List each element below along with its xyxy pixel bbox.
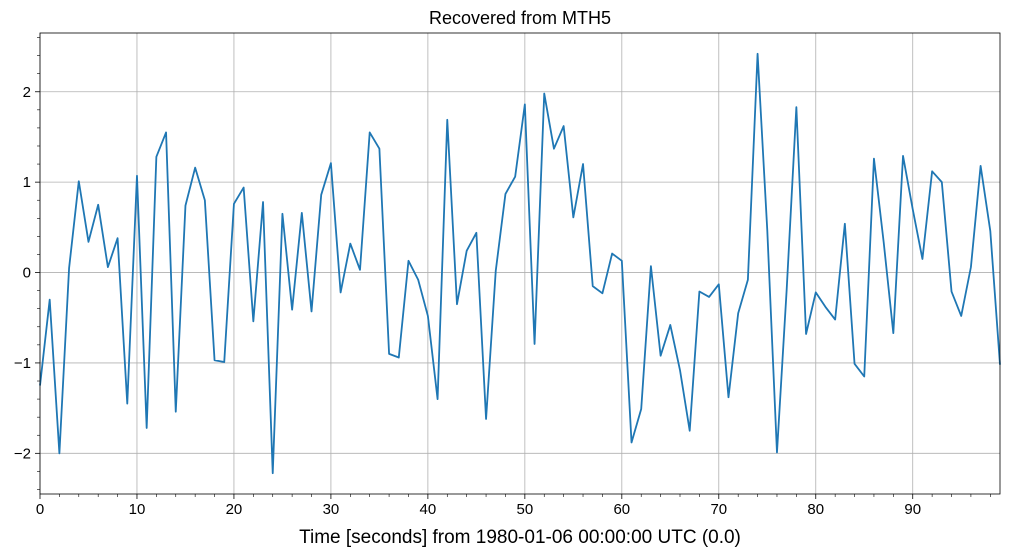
chart-title: Recovered from MTH5 bbox=[429, 8, 611, 28]
plot-frame bbox=[39, 32, 1001, 495]
y-tick-label: −2 bbox=[14, 445, 31, 462]
x-tick-label: 20 bbox=[226, 501, 243, 518]
x-tick-label: 40 bbox=[420, 501, 437, 518]
x-tick-label: 50 bbox=[517, 501, 534, 518]
x-tick-label: 90 bbox=[904, 501, 921, 518]
x-tick-label: 0 bbox=[36, 501, 44, 518]
y-tick-label: 1 bbox=[23, 174, 31, 191]
x-axis-label: Time [seconds] from 1980-01-06 00:00:00 … bbox=[299, 527, 741, 548]
y-tick-label: −1 bbox=[14, 355, 31, 372]
x-tick-label: 10 bbox=[129, 501, 146, 518]
x-tick-label: 60 bbox=[613, 501, 630, 518]
y-tick-label: 0 bbox=[23, 265, 31, 282]
x-tick-label: 70 bbox=[710, 501, 727, 518]
series-line bbox=[39, 52, 1001, 475]
axis-ticks: 0 10 20 30 40 50 60 70 80 90 −2 −1 0 1 2 bbox=[14, 37, 991, 518]
y-tick-label: 2 bbox=[23, 84, 31, 101]
grid bbox=[39, 33, 1000, 494]
x-tick-label: 30 bbox=[323, 501, 340, 518]
series-layer bbox=[39, 52, 1001, 475]
x-tick-label: 80 bbox=[807, 501, 824, 518]
